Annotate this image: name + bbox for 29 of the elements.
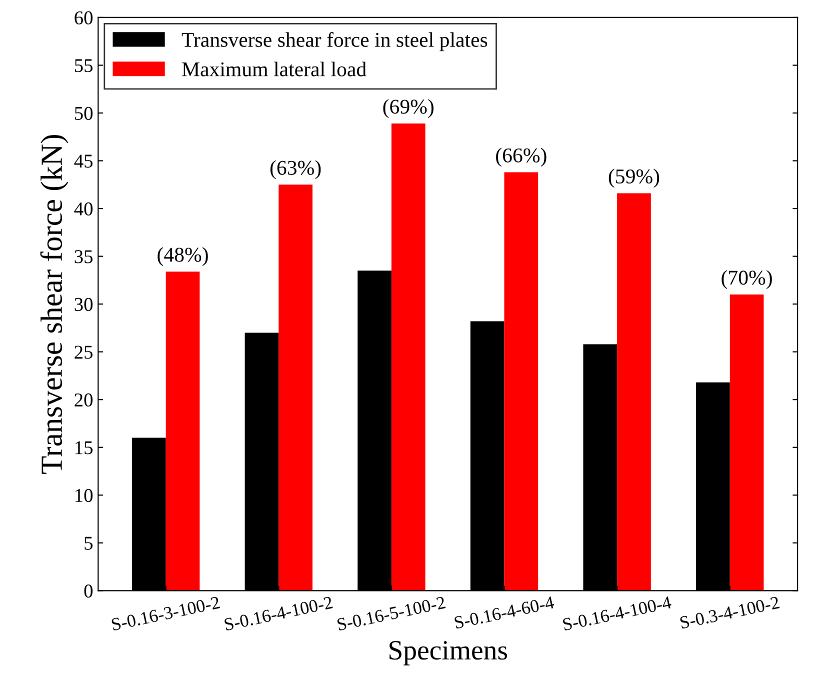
y-tick-label: 0 — [84, 584, 93, 598]
x-axis-title: Specimens — [390, 641, 508, 666]
legend-label: Maximum lateral load — [182, 62, 366, 76]
bar — [504, 172, 538, 591]
y-tick-label: 10 — [76, 488, 93, 502]
bar — [617, 193, 651, 591]
annotation: (59%) — [608, 168, 660, 188]
annotation: (48%) — [158, 247, 208, 266]
bar — [166, 272, 200, 591]
annotation: (69%) — [383, 99, 434, 118]
y-tick-label: 5 — [84, 536, 93, 550]
y-tick-label: 15 — [76, 441, 93, 454]
y-tick-label: 50 — [74, 106, 93, 120]
legend-label: Transverse shear force in steel plates — [182, 32, 488, 52]
bar — [730, 294, 764, 591]
bar — [391, 124, 426, 591]
annotation: (63%) — [270, 160, 321, 180]
y-tick-label: 60 — [74, 11, 93, 24]
y-tick-label: 35 — [74, 250, 93, 264]
y-tick-label: 20 — [74, 393, 93, 407]
annotation: (70%) — [722, 270, 772, 289]
y-tick-label: 25 — [74, 346, 93, 359]
y-tick-label: 30 — [74, 298, 93, 312]
annotation: (66%) — [496, 148, 546, 167]
y-tick-label: 45 — [74, 154, 93, 168]
y-axis-title: Transverse shear force (kN) — [40, 135, 68, 474]
y-tick-label: 55 — [74, 59, 93, 72]
bar — [278, 184, 312, 591]
y-tick-label: 40 — [74, 202, 93, 216]
